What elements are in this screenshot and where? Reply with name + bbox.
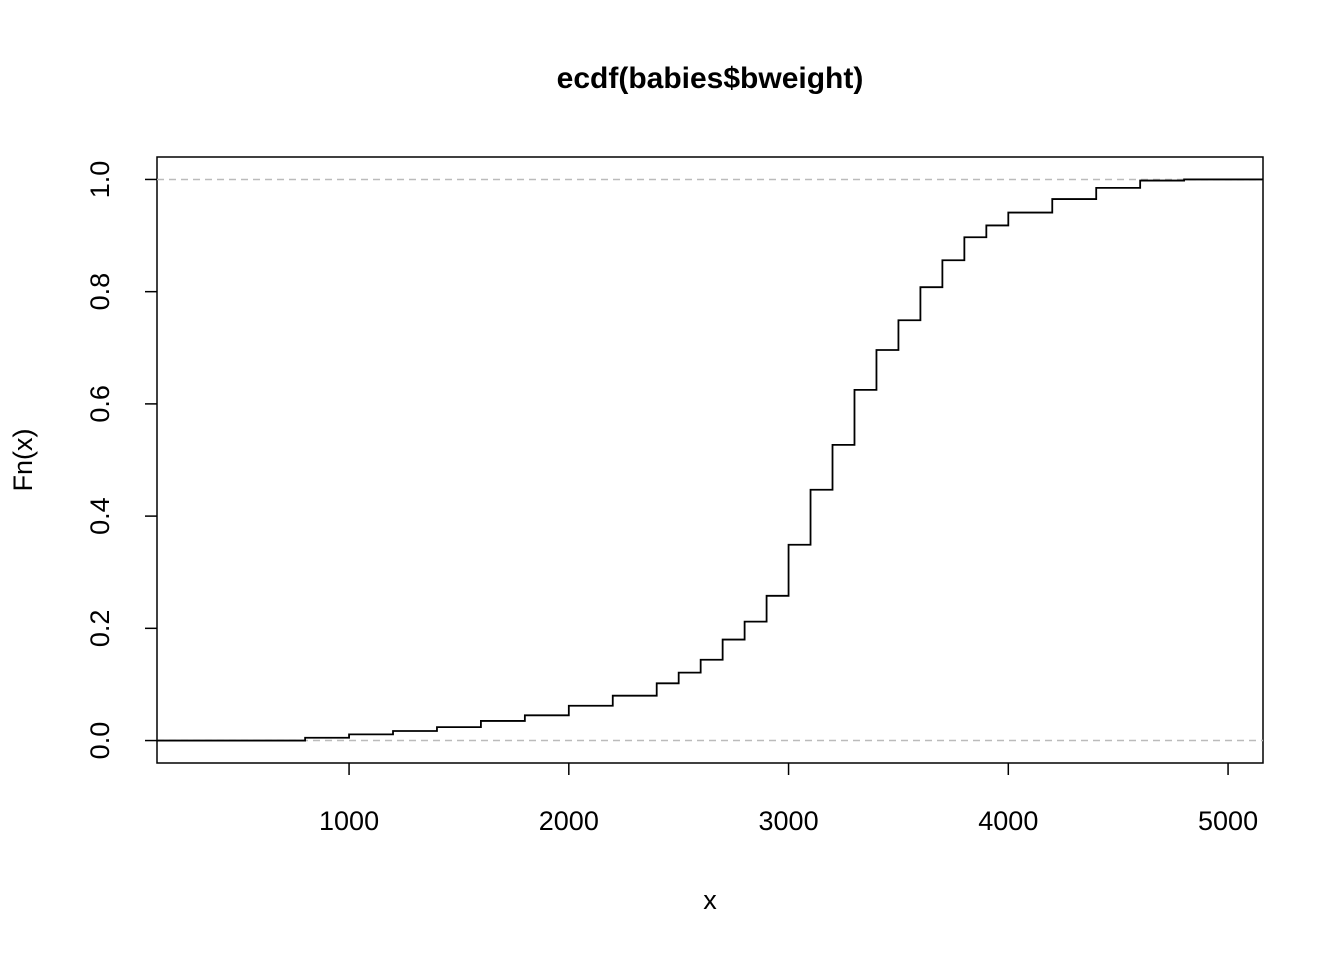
y-tick-label: 0.6 [85,385,115,423]
x-tick-label: 3000 [759,806,819,836]
y-tick-label: 0.0 [85,722,115,760]
ecdf-step-line [157,178,1263,742]
x-tick-label: 4000 [978,806,1038,836]
chart-title: ecdf(babies$bweight) [557,62,864,95]
plot-frame [156,156,1264,764]
y-tick-label: 0.8 [85,273,115,311]
y-tick-label: 0.2 [85,610,115,648]
x-tick-label: 5000 [1198,806,1258,836]
x-tick-label: 2000 [539,806,599,836]
y-tick-label: 1.0 [85,161,115,199]
y-axis-label: Fn(x) [8,429,38,492]
y-tick-label: 0.4 [85,497,115,535]
x-tick-label: 1000 [319,806,379,836]
x-axis-label: x [703,885,717,915]
